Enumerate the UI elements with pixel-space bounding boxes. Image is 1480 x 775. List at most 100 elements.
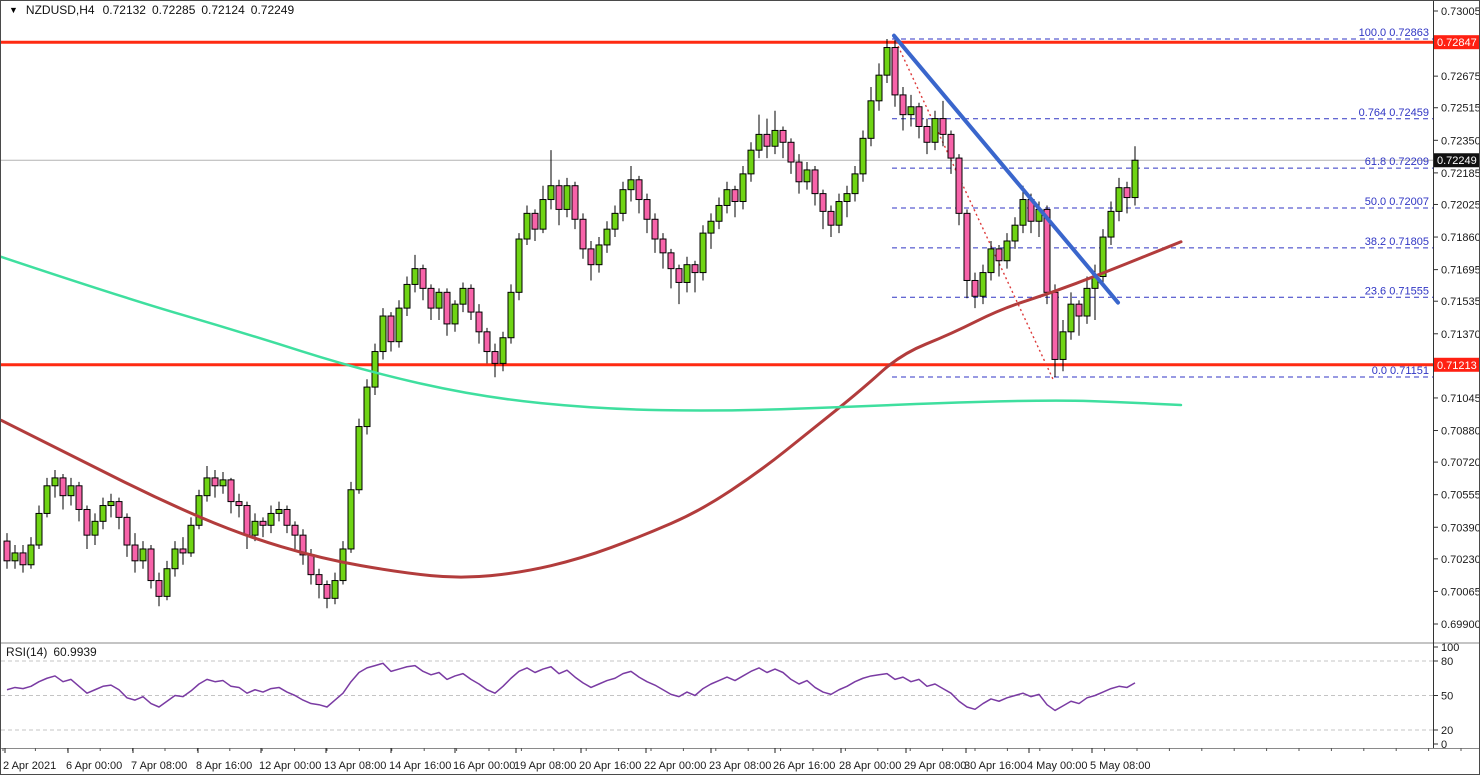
price-axis-label: 0.73005 [1441, 6, 1480, 18]
candle [947, 133, 955, 159]
candle [163, 568, 171, 597]
candle [555, 185, 563, 210]
candle [691, 264, 699, 274]
fast-ma-line[interactable] [1, 255, 1183, 412]
price-axis-label: 0.72350 [1441, 135, 1480, 147]
price-badge [1434, 357, 1479, 372]
candle [1067, 303, 1075, 333]
candle [155, 580, 163, 597]
candle [251, 520, 259, 536]
candle [795, 161, 803, 183]
symbol-dropdown-icon[interactable]: ▼ [9, 5, 18, 15]
candle [587, 248, 595, 266]
candle [299, 534, 307, 556]
candle [51, 477, 59, 487]
time-axis-label: 29 Apr 08:00 [904, 760, 966, 772]
symbol-ohlc-title: ▼ NZDUSD,H4 0.72132 0.72285 0.72124 0.72… [9, 3, 294, 17]
candle [171, 548, 179, 570]
candle [1083, 287, 1091, 317]
candle [803, 169, 811, 183]
candle [571, 185, 579, 220]
price-axis-label: 0.69900 [1441, 619, 1480, 631]
candle [371, 351, 379, 388]
candle [323, 584, 331, 599]
rsi-name: RSI(14) [6, 645, 48, 659]
time-axis-label: 30 Apr 16:00 [964, 760, 1026, 772]
candle [131, 544, 139, 562]
candle [747, 149, 755, 175]
candle [547, 185, 555, 201]
candle [651, 218, 659, 240]
candle [595, 244, 603, 266]
candle [667, 252, 675, 270]
candle [971, 279, 979, 297]
candle [43, 485, 51, 514]
candle [939, 118, 947, 135]
candle [835, 201, 843, 226]
candle [995, 248, 1003, 262]
candle [979, 272, 987, 297]
trendline-red-dashed[interactable] [895, 41, 1054, 380]
candle [403, 283, 411, 309]
fib-level-label: 61.8 0.72209 [1365, 156, 1429, 168]
candle [67, 485, 75, 497]
candle [563, 185, 571, 210]
candle [219, 479, 227, 487]
time-axis-label: 2 Apr 2021 [3, 760, 56, 772]
price-axis-label: 0.71695 [1441, 265, 1480, 277]
candle [227, 479, 235, 503]
time-axis-label: 13 Apr 08:00 [324, 760, 386, 772]
candle [923, 125, 931, 143]
candle [755, 133, 763, 151]
candle [635, 179, 643, 201]
candle [387, 315, 395, 343]
candle [819, 193, 827, 212]
candle [499, 337, 507, 364]
candle [955, 157, 963, 214]
candle [347, 489, 355, 550]
candle [1115, 187, 1123, 212]
candle [931, 118, 939, 143]
candle [683, 264, 691, 283]
time-axis-label: 22 Apr 00:00 [644, 760, 706, 772]
candle [731, 189, 739, 203]
candle [539, 199, 547, 230]
time-axis-label: 14 Apr 16:00 [389, 760, 451, 772]
price-axis-label: 0.72025 [1441, 199, 1480, 211]
time-axis-label: 4 May 00:00 [1027, 760, 1088, 772]
symbol-name: NZDUSD,H4 [25, 3, 95, 17]
candle [739, 173, 747, 203]
candle [259, 520, 267, 526]
candle [411, 268, 419, 285]
candle [771, 129, 779, 147]
candle [859, 137, 867, 175]
fib-level-label: 38.2 0.71805 [1365, 236, 1429, 248]
candle [867, 100, 875, 139]
candle [611, 212, 619, 230]
candle [843, 193, 851, 203]
candle [619, 189, 627, 214]
candle [355, 426, 363, 491]
candle [1011, 224, 1019, 242]
candle [643, 199, 651, 220]
trendline-blue[interactable] [892, 33, 1120, 305]
candle [211, 477, 219, 487]
price-badge-text: 0.72249 [1437, 155, 1477, 167]
candle [1107, 210, 1115, 238]
candle [147, 548, 155, 582]
candle [1019, 199, 1027, 226]
price-axis-label: 0.70230 [1441, 554, 1480, 566]
candle [723, 189, 731, 206]
slow-ma-line[interactable] [1, 240, 1183, 579]
candle [83, 508, 91, 536]
candle [195, 495, 203, 526]
price-axis-label: 0.71045 [1441, 393, 1480, 405]
candle [459, 287, 467, 305]
fib-level-label: 0.0 0.71151 [1372, 365, 1429, 377]
ohlc-high: 0.72285 [151, 3, 196, 17]
ohlc-close: 0.72249 [250, 3, 295, 17]
candle [419, 268, 427, 289]
